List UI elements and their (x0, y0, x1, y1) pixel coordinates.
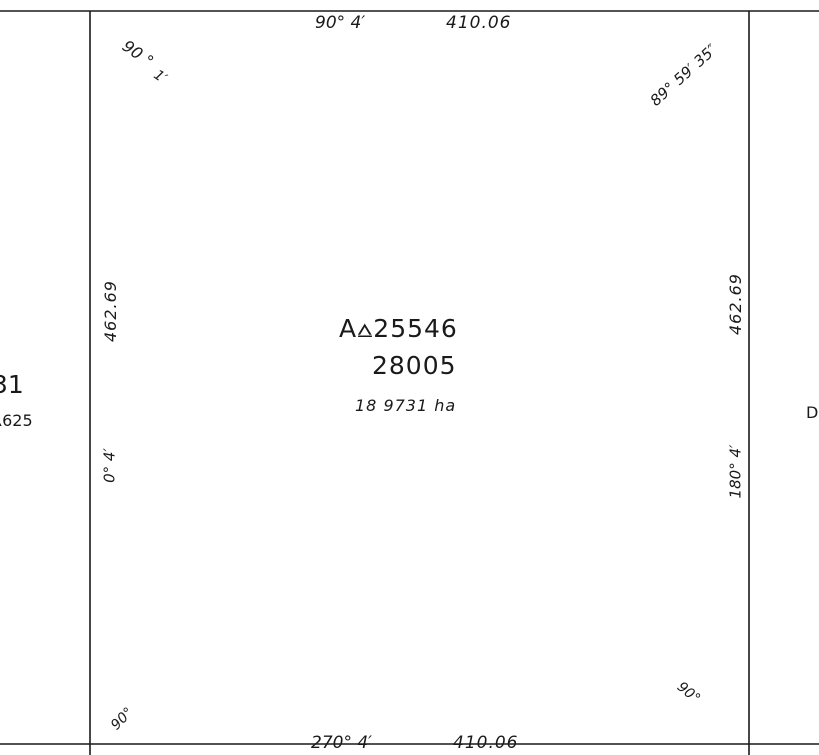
north-bearing: 90° 4′ (315, 13, 366, 33)
plan-number: 28005 (372, 351, 457, 380)
adjoining-east-label: D (806, 403, 819, 422)
north-distance: 410.06 (446, 13, 512, 33)
east-bearing: 180° 4′ (726, 444, 745, 499)
west-distance: 462.69 (101, 280, 120, 342)
west-bearing: 0° 4′ (100, 448, 119, 483)
lot-number: A⩟25546 (339, 314, 458, 343)
south-bearing: 270° 4′ (311, 733, 373, 753)
parcel-area: 18 9731 ha (355, 396, 457, 415)
adjoining-west-plan: R625 (0, 411, 33, 430)
adjoining-west-lot: 31 (0, 370, 24, 399)
south-distance: 410.06 (453, 733, 519, 753)
east-distance: 462.69 (726, 273, 745, 335)
